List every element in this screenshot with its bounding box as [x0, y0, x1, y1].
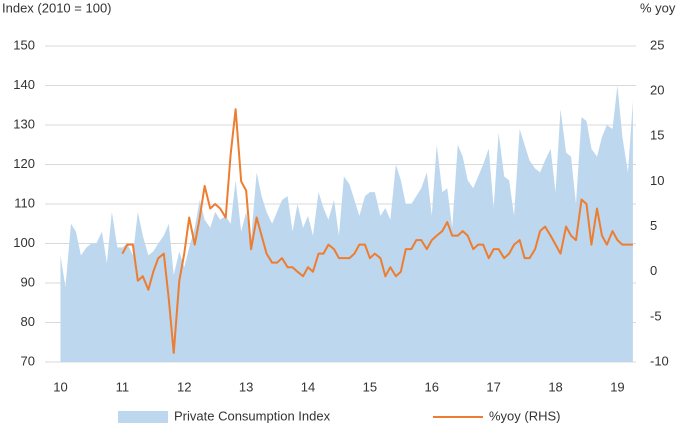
y-tick-label: 110 — [14, 195, 35, 210]
x-tick-label: 12 — [177, 379, 191, 394]
y2-tick-label: -5 — [650, 308, 662, 323]
y-tick-label: 140 — [13, 77, 35, 92]
y-tick-label: 80 — [21, 314, 35, 329]
x-tick-label: 11 — [116, 379, 130, 394]
x-tick-label: 15 — [363, 379, 377, 394]
y-tick-label: 150 — [13, 37, 35, 52]
x-tick-label: 16 — [425, 379, 439, 394]
legend-label: Private Consumption Index — [174, 408, 331, 423]
x-tick-label: 17 — [486, 379, 500, 394]
y-tick-label: 90 — [21, 274, 35, 289]
x-tick-label: 13 — [239, 379, 253, 394]
y2-tick-label: 25 — [650, 37, 664, 52]
y-axis-title: Index (2010 = 100) — [2, 0, 112, 15]
y2-tick-label: 20 — [650, 83, 664, 98]
y2-tick-label: 10 — [650, 173, 664, 188]
y-tick-label: 120 — [13, 156, 35, 171]
y2-tick-label: 15 — [650, 128, 664, 143]
y-tick-label: 70 — [21, 353, 35, 368]
x-tick-label: 19 — [610, 379, 624, 394]
y2-tick-label: 5 — [650, 218, 657, 233]
area — [60, 85, 633, 362]
y-tick-label: 130 — [13, 116, 35, 131]
y2-tick-label: -10 — [650, 353, 669, 368]
y2-tick-label: 0 — [650, 263, 657, 278]
y2-axis-title: % yoy — [640, 0, 676, 15]
x-tick-label: 18 — [548, 379, 562, 394]
legend-label: %yoy (RHS) — [489, 408, 561, 423]
x-tick-label: 14 — [301, 379, 315, 394]
legend-swatch — [118, 411, 168, 423]
y-tick-label: 100 — [13, 235, 35, 250]
line — [121, 108, 633, 354]
x-tick-label: 10 — [53, 379, 67, 394]
